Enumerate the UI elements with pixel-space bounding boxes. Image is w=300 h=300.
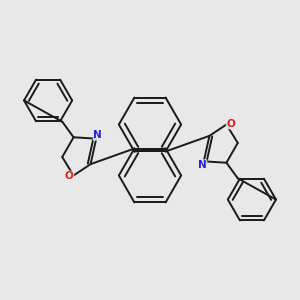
Text: O: O (226, 119, 235, 129)
Text: O: O (65, 171, 74, 181)
Text: N: N (93, 130, 102, 140)
Text: N: N (198, 160, 207, 170)
